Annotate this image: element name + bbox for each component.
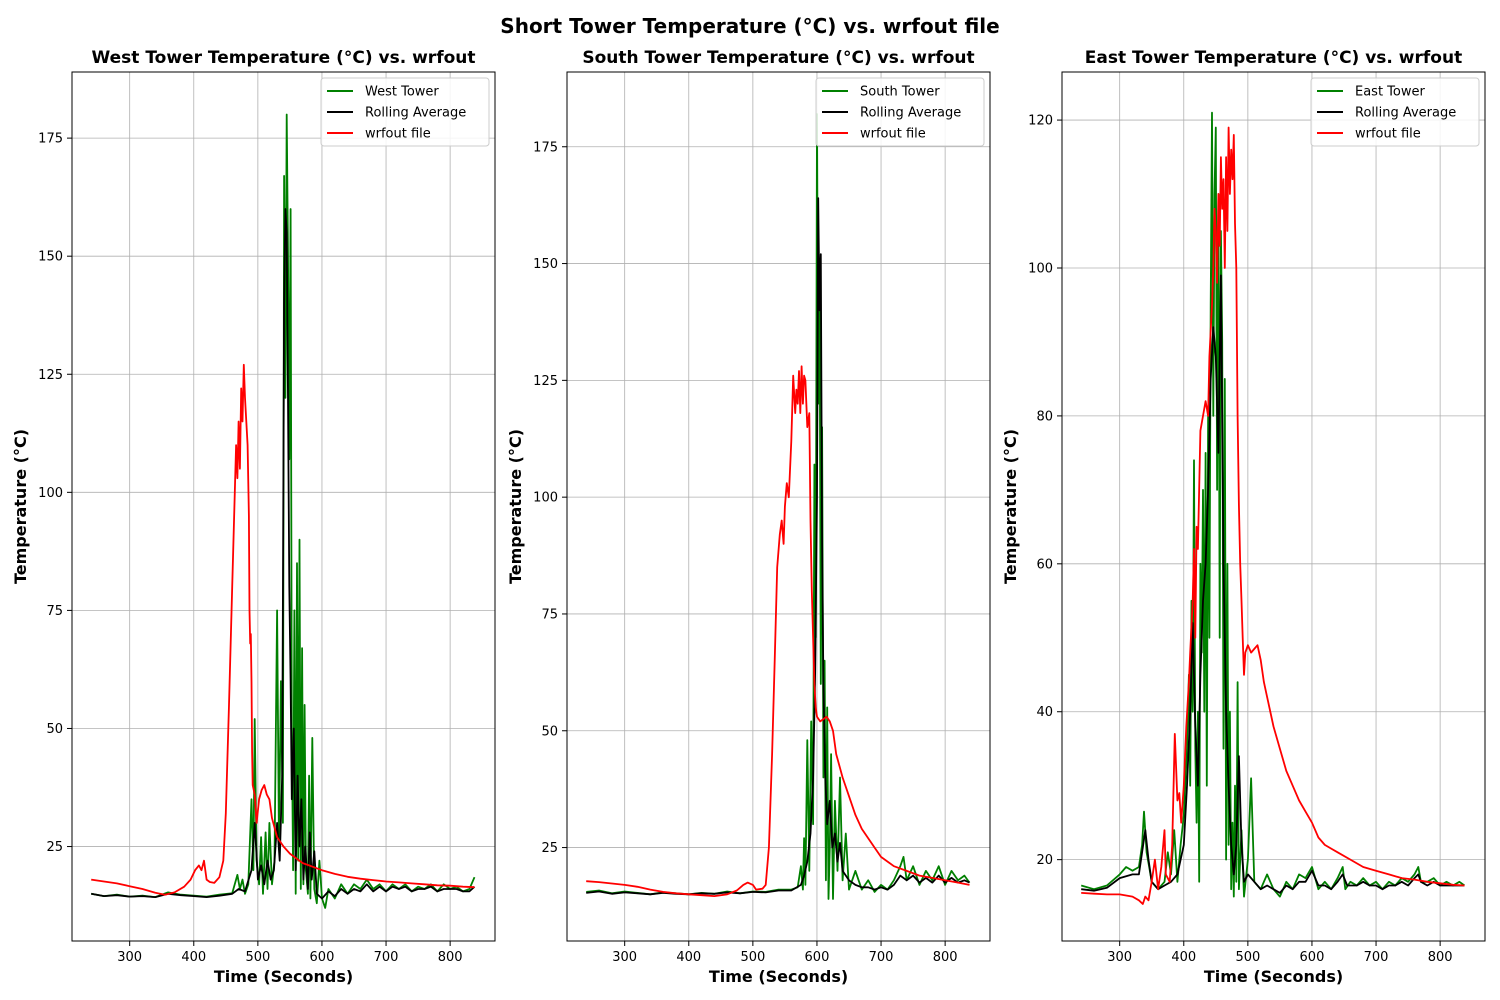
x-tick-label: 500 [1235, 950, 1260, 965]
legend: South Tower Rolling Average wrfout file [815, 77, 985, 147]
legend-entry: wrfout file [860, 127, 926, 142]
legend-entry: wrfout file [1355, 127, 1421, 142]
series-line-wrfout [586, 365, 970, 897]
legend-entry: wrfout file [365, 127, 431, 142]
y-tick-label: 125 [533, 374, 558, 389]
y-tick-label: 25 [46, 840, 63, 855]
legend-entry: East Tower [1355, 85, 1425, 100]
axes-frame [71, 71, 496, 942]
legend-entry: Rolling Average [365, 106, 466, 121]
x-tick-label: 600 [310, 950, 335, 965]
y-tick-label: 75 [46, 604, 63, 619]
legend-entry: Rolling Average [860, 106, 961, 121]
x-tick-label: 700 [1364, 950, 1389, 965]
legend-box [1310, 77, 1480, 147]
x-tick-label: 400 [676, 950, 701, 965]
x-tick-label: 800 [438, 950, 463, 965]
subplot-title: East Tower Temperature (°C) vs. wrfout [1085, 48, 1462, 68]
y-axis-label: Temperature (°C) [11, 429, 30, 584]
series-line-tower [1080, 111, 1466, 898]
x-tick-label: 300 [612, 950, 637, 965]
series-line-rolling-average [1081, 274, 1465, 894]
y-axis-label: Temperature (°C) [1001, 429, 1020, 584]
y-tick-label: 100 [533, 491, 558, 506]
subplot-west: 300 400 500 600 700 800 25 50 75 100 125 150 175 West… [11, 48, 496, 986]
y-tick-label: 125 [38, 368, 63, 383]
legend-entry: West Tower [365, 85, 439, 100]
y-tick-label: 50 [541, 724, 558, 739]
x-tick-label: 700 [374, 950, 399, 965]
series-line-rolling-average [586, 197, 970, 896]
legend-entry: South Tower [860, 85, 940, 100]
y-axis-label: Temperature (°C) [506, 429, 525, 584]
x-axis-label: Time (Seconds) [214, 967, 353, 986]
subplot-south: 300 400 500 600 700 800 25 50 75 100 125 150 175 Sout… [506, 48, 991, 986]
x-tick-label: 700 [869, 950, 894, 965]
series-line-wrfout [1081, 126, 1465, 905]
x-tick-label: 600 [805, 950, 830, 965]
y-tick-label: 120 [1028, 114, 1053, 129]
x-tick-label: 300 [117, 950, 142, 965]
x-tick-label: 400 [1171, 950, 1196, 965]
subplot-title: West Tower Temperature (°C) vs. wrfout [92, 48, 476, 68]
series-line-tower [586, 113, 971, 900]
subplot-title: South Tower Temperature (°C) vs. wrfout [582, 48, 974, 68]
axes-frame [566, 71, 991, 942]
legend: West Tower Rolling Average wrfout file [320, 77, 490, 147]
x-tick-label: 600 [1300, 950, 1325, 965]
y-tick-label: 25 [541, 841, 558, 856]
figure-title: Short Tower Temperature (°C) vs. wrfout … [500, 14, 1000, 38]
y-tick-label: 100 [38, 486, 63, 501]
y-tick-label: 75 [541, 607, 558, 622]
legend-box [320, 77, 490, 147]
y-tick-label: 80 [1036, 409, 1053, 424]
legend-box [815, 77, 985, 147]
x-tick-label: 800 [933, 950, 958, 965]
x-tick-label: 500 [740, 950, 765, 965]
axes-frame [1061, 71, 1486, 942]
y-tick-label: 20 [1036, 853, 1053, 868]
y-tick-label: 50 [46, 722, 63, 737]
legend-entry: Rolling Average [1355, 106, 1456, 121]
y-tick-label: 100 [1028, 261, 1053, 276]
x-tick-label: 400 [181, 950, 206, 965]
legend: East Tower Rolling Average wrfout file [1310, 77, 1480, 147]
y-tick-label: 150 [533, 257, 558, 272]
y-tick-label: 40 [1036, 705, 1053, 720]
x-tick-label: 800 [1428, 950, 1453, 965]
y-tick-label: 150 [38, 250, 63, 265]
x-tick-label: 300 [1107, 950, 1132, 965]
series-line-wrfout [91, 363, 475, 896]
subplot-east: 300 400 500 600 700 800 20 40 60 80 100 120 East Tow… [1001, 48, 1486, 986]
y-tick-label: 60 [1036, 557, 1053, 572]
y-tick-label: 175 [38, 132, 63, 147]
y-tick-label: 175 [533, 140, 558, 155]
series-line-rolling-average [91, 208, 476, 900]
x-axis-label: Time (Seconds) [709, 967, 848, 986]
x-axis-label: Time (Seconds) [1204, 967, 1343, 986]
x-tick-label: 500 [245, 950, 270, 965]
